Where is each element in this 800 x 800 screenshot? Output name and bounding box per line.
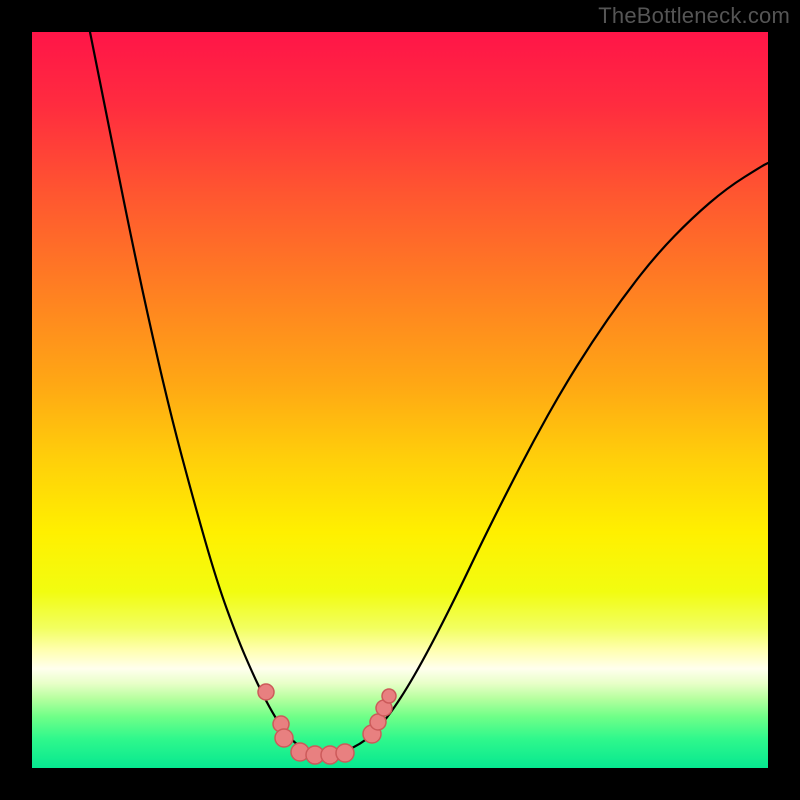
watermark-text: TheBottleneck.com [598,3,790,29]
data-markers [258,684,396,764]
plot-area [32,32,768,768]
curve-layer [32,32,768,768]
data-marker [258,684,274,700]
data-marker [275,729,293,747]
bottleneck-curve [90,32,768,754]
data-marker [336,744,354,762]
data-marker [382,689,396,703]
